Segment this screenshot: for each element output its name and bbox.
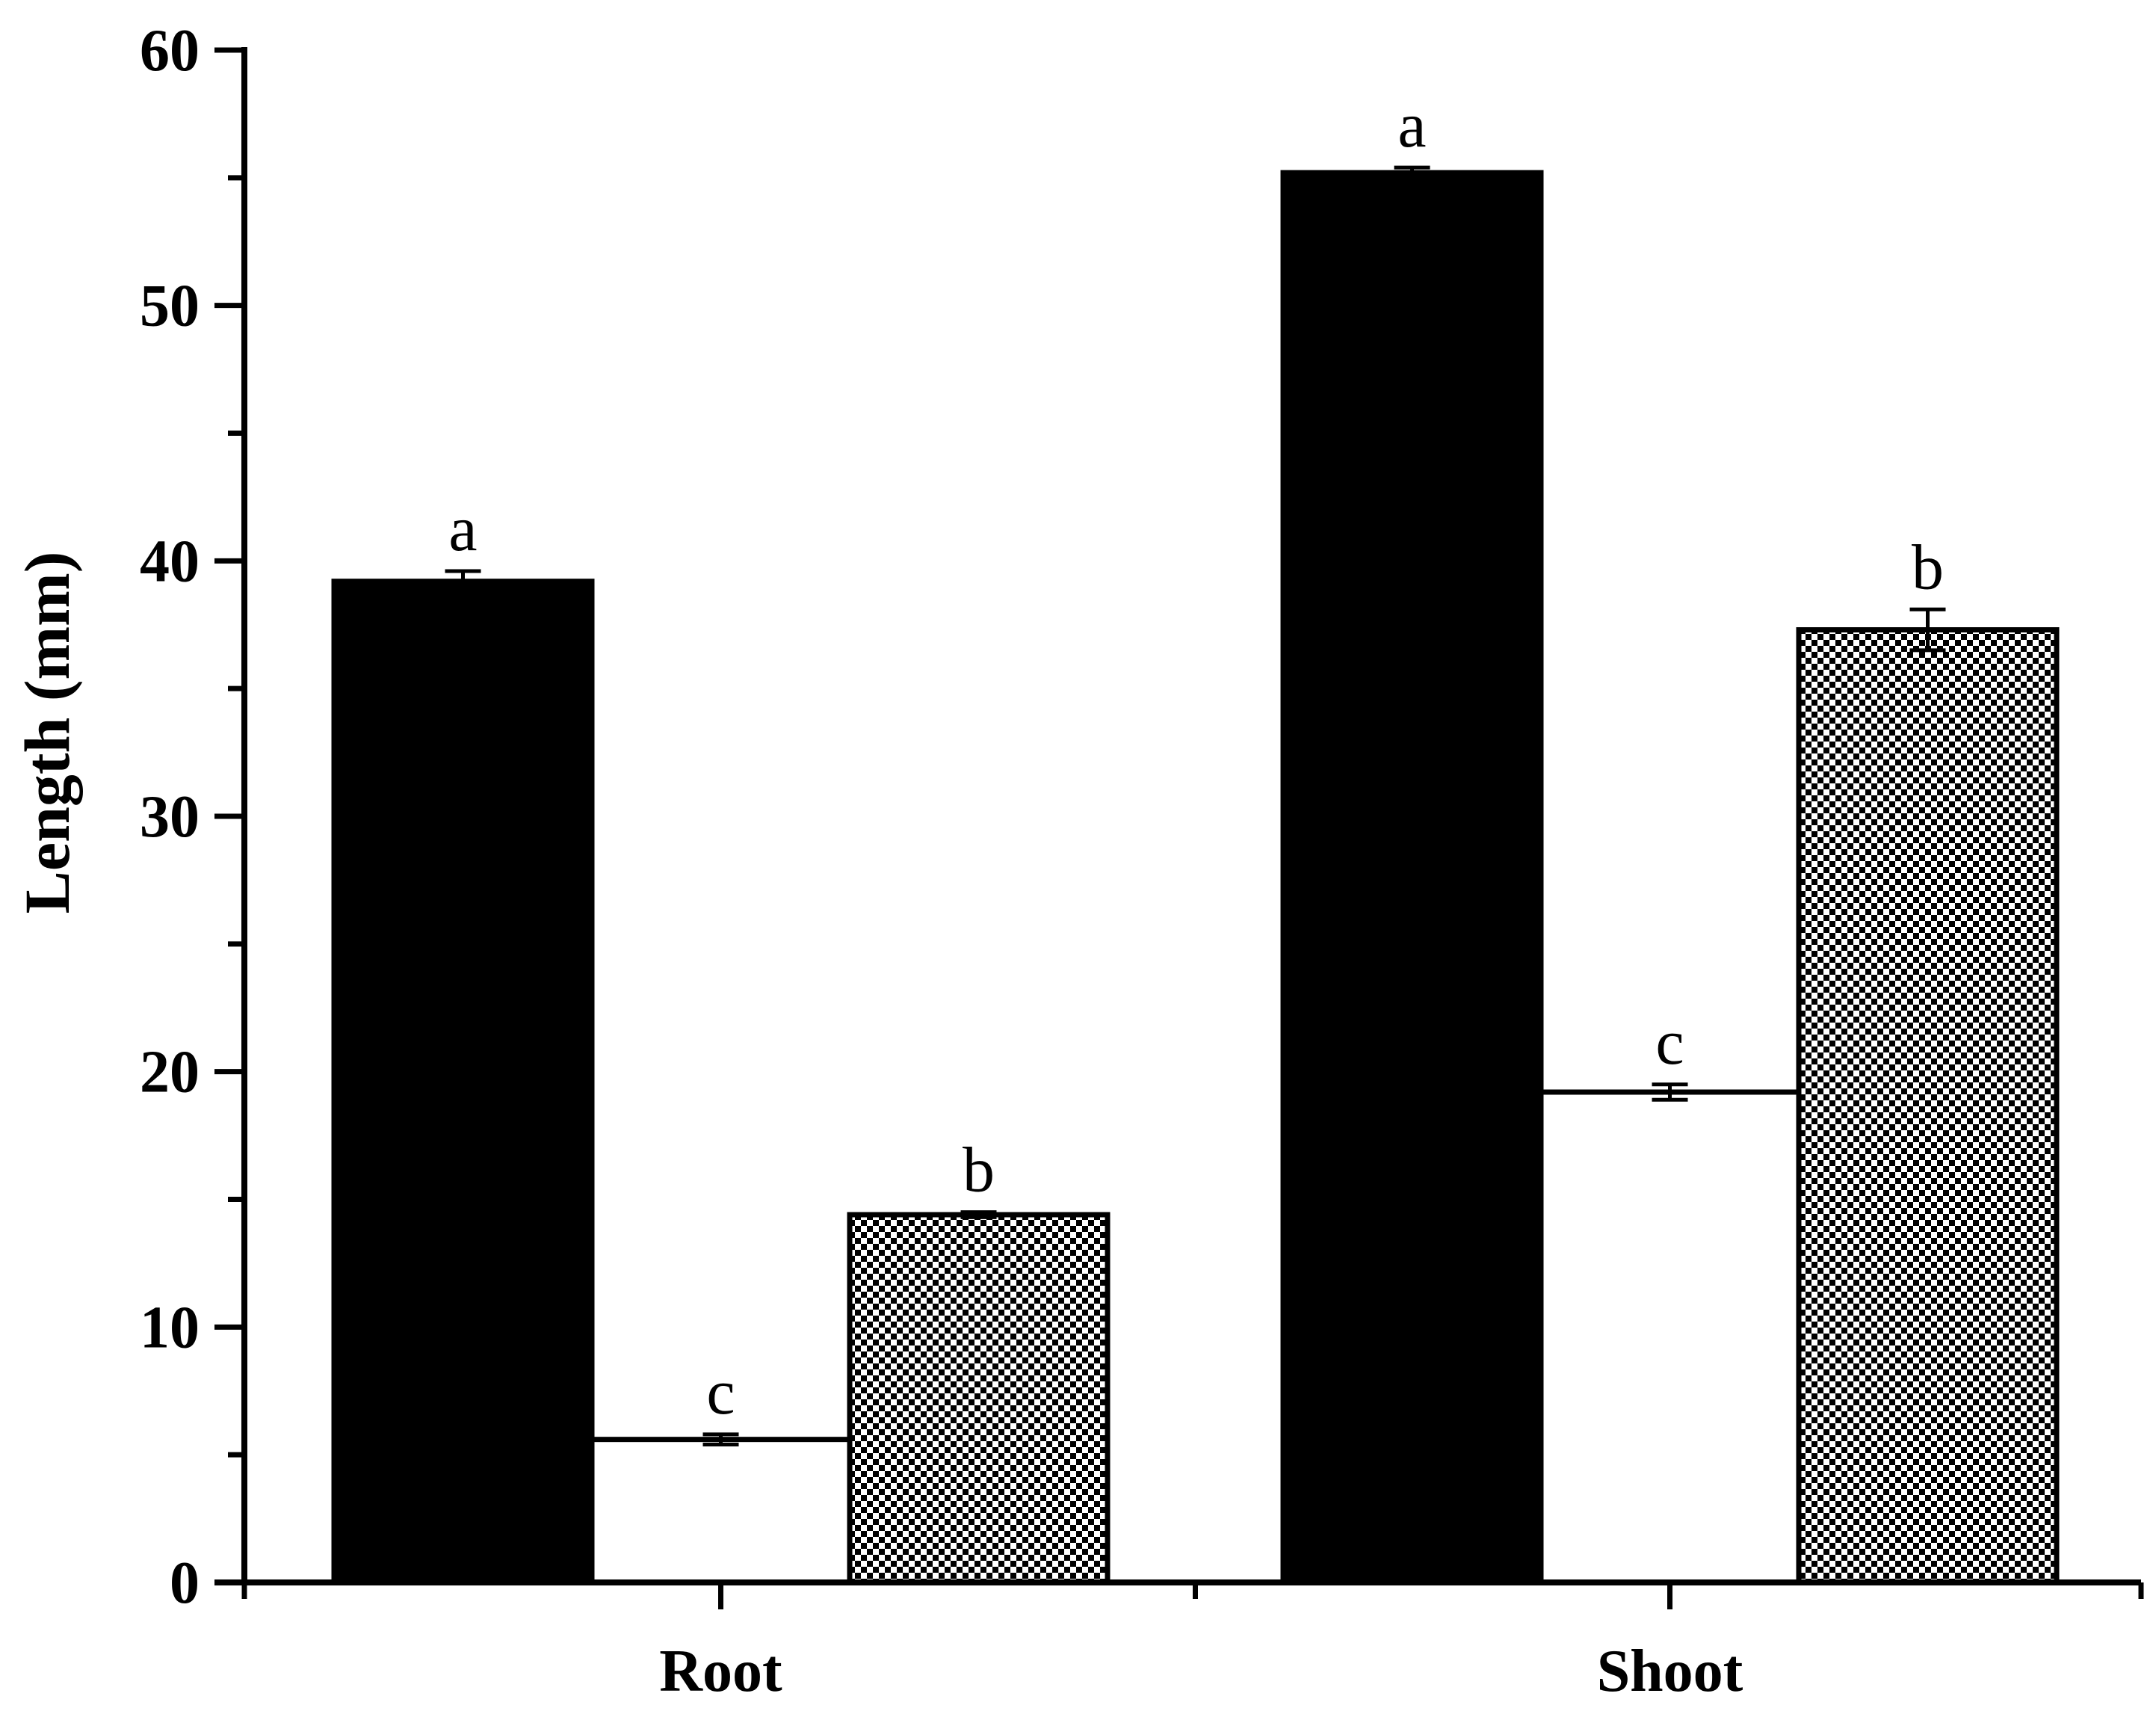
significance-label-root-series-2: c — [706, 1356, 735, 1428]
bar-shoot-series-3 — [1796, 627, 2060, 1585]
bar-shoot-series-2 — [1538, 1089, 1802, 1585]
significance-label-shoot-series-3: b — [1912, 531, 1944, 602]
axes-layer: Root Shoot 0 10 20 30 40 50 60 — [140, 18, 2144, 1704]
y-axis-title: Length (mm) — [11, 552, 83, 914]
y-tick-label-40: 40 — [140, 528, 200, 594]
x-tick-label-shoot: Shoot — [1597, 1639, 1743, 1704]
y-tick-label-10: 10 — [140, 1295, 200, 1360]
bars-layer: a c b a c b — [331, 89, 2060, 1585]
y-tick-label-60: 60 — [140, 18, 200, 84]
x-tick-label-root: Root — [659, 1639, 782, 1704]
bar-root-series-3 — [847, 1212, 1111, 1585]
bar-root-series-2 — [589, 1437, 853, 1585]
y-tick-label-50: 50 — [140, 274, 200, 339]
y-tick-label-30: 30 — [140, 784, 200, 850]
y-tick-label-20: 20 — [140, 1040, 200, 1106]
y-tick-label-0: 0 — [170, 1550, 200, 1616]
bar-root-series-1 — [331, 579, 595, 1585]
significance-label-root-series-3: b — [963, 1134, 995, 1206]
significance-label-shoot-series-1: a — [1397, 89, 1426, 161]
significance-label-shoot-series-2: c — [1655, 1006, 1684, 1078]
bar-shoot-series-1 — [1280, 170, 1544, 1585]
significance-label-root-series-1: a — [448, 493, 477, 564]
